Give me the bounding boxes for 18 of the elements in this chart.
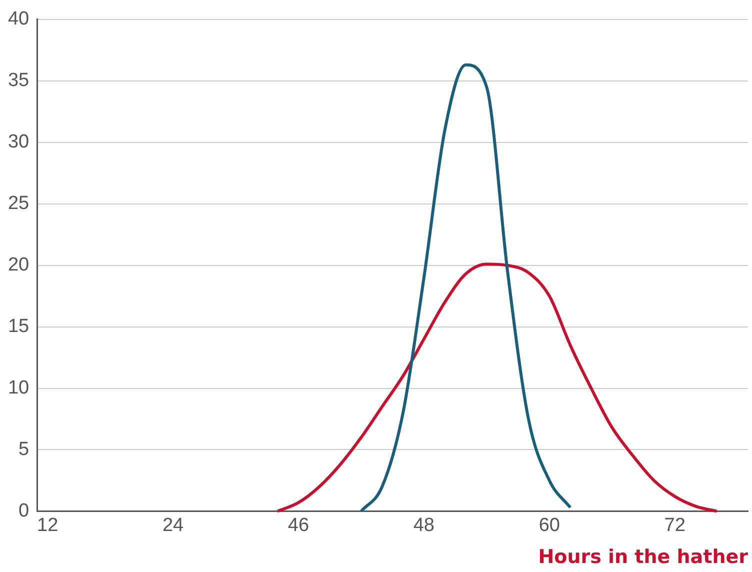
y-tick-label: 15 bbox=[8, 316, 30, 338]
x-tick-label: 46 bbox=[288, 514, 310, 536]
y-tick-label: 30 bbox=[8, 132, 30, 153]
y-tick-label: 10 bbox=[8, 377, 30, 398]
x-tick-label: 48 bbox=[413, 514, 434, 536]
x-tick-label: 12 bbox=[37, 514, 58, 536]
y-tick-label: 20 bbox=[8, 254, 30, 276]
y-tick-label: 0 bbox=[18, 500, 30, 522]
line-series bbox=[276, 262, 718, 513]
x-axis-title: Hours in the hather bbox=[538, 546, 748, 568]
y-tick-label: 5 bbox=[18, 438, 30, 460]
y-tick-label: 25 bbox=[8, 193, 30, 214]
line-series bbox=[360, 63, 572, 513]
x-tick-label: 60 bbox=[538, 514, 560, 536]
y-tick-label: 35 bbox=[8, 70, 30, 92]
x-tick-label: 24 bbox=[162, 514, 184, 536]
x-tick-label: 72 bbox=[664, 514, 686, 536]
y-tick-label: 40 bbox=[8, 8, 30, 30]
